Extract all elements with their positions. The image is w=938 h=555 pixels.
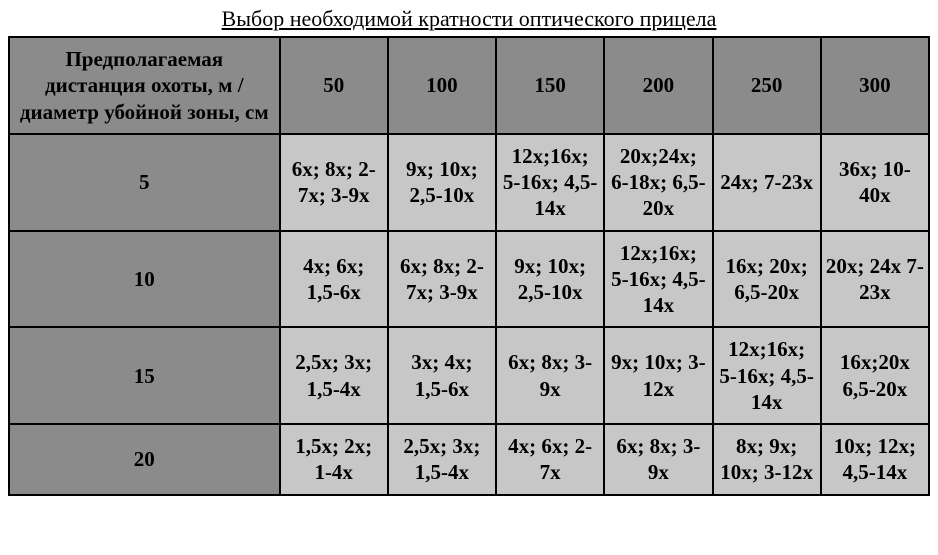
table-body: 56x; 8x; 2-7x; 3-9x9x; 10x; 2,5-10x12x;1…	[9, 134, 929, 495]
table-cell: 6x; 8x; 2-7x; 3-9x	[280, 134, 388, 231]
table-cell: 9x; 10x; 3-12x	[604, 327, 712, 424]
page: Выбор необходимой кратности оптического …	[0, 0, 938, 504]
table-row: 201,5x; 2x; 1-4x2,5x; 3x; 1,5-4x4x; 6x; …	[9, 424, 929, 495]
row-header: 10	[9, 231, 280, 328]
header-row: Предполагаемая дистанция охоты, м / диам…	[9, 37, 929, 134]
col-header: 250	[713, 37, 821, 134]
table-cell: 4x; 6x; 1,5-6x	[280, 231, 388, 328]
table-cell: 2,5x; 3x; 1,5-4x	[388, 424, 496, 495]
table-cell: 12x;16x; 5-16x; 4,5-14x	[604, 231, 712, 328]
col-header: 150	[496, 37, 604, 134]
col-header: 50	[280, 37, 388, 134]
table-row: 152,5x; 3x; 1,5-4x3x; 4x; 1,5-6x6x; 8x; …	[9, 327, 929, 424]
table-cell: 6x; 8x; 3-9x	[496, 327, 604, 424]
table-cell: 9x; 10x; 2,5-10x	[496, 231, 604, 328]
table-cell: 16x; 20x; 6,5-20x	[713, 231, 821, 328]
table-cell: 20x; 24x 7-23x	[821, 231, 929, 328]
table-cell: 9x; 10x; 2,5-10x	[388, 134, 496, 231]
table-cell: 1,5x; 2x; 1-4x	[280, 424, 388, 495]
table-row: 56x; 8x; 2-7x; 3-9x9x; 10x; 2,5-10x12x;1…	[9, 134, 929, 231]
table-cell: 6x; 8x; 3-9x	[604, 424, 712, 495]
table-cell: 24x; 7-23x	[713, 134, 821, 231]
row-header: 15	[9, 327, 280, 424]
table-head: Предполагаемая дистанция охоты, м / диам…	[9, 37, 929, 134]
table-cell: 2,5x; 3x; 1,5-4x	[280, 327, 388, 424]
row-header-label: Предполагаемая дистанция охоты, м / диам…	[9, 37, 280, 134]
row-header: 5	[9, 134, 280, 231]
table-title: Выбор необходимой кратности оптического …	[8, 6, 930, 32]
row-header: 20	[9, 424, 280, 495]
magnification-table: Предполагаемая дистанция охоты, м / диам…	[8, 36, 930, 496]
table-cell: 10x; 12x; 4,5-14x	[821, 424, 929, 495]
col-header: 300	[821, 37, 929, 134]
table-cell: 4x; 6x; 2-7x	[496, 424, 604, 495]
table-cell: 16x;20x 6,5-20x	[821, 327, 929, 424]
table-cell: 12x;16x; 5-16x; 4,5-14x	[496, 134, 604, 231]
table-cell: 12x;16x; 5-16x; 4,5-14x	[713, 327, 821, 424]
table-cell: 36x; 10-40x	[821, 134, 929, 231]
table-cell: 6x; 8x; 2-7x; 3-9x	[388, 231, 496, 328]
table-cell: 8x; 9x; 10x; 3-12x	[713, 424, 821, 495]
table-row: 104x; 6x; 1,5-6x6x; 8x; 2-7x; 3-9x9x; 10…	[9, 231, 929, 328]
col-header: 100	[388, 37, 496, 134]
table-cell: 3x; 4x; 1,5-6x	[388, 327, 496, 424]
table-cell: 20x;24x; 6-18x; 6,5-20x	[604, 134, 712, 231]
col-header: 200	[604, 37, 712, 134]
